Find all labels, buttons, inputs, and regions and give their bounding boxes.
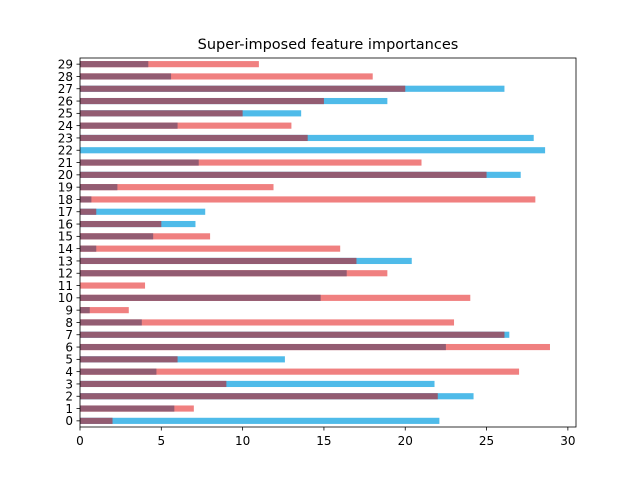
y-tick-label-0: 0: [65, 414, 73, 428]
y-tick-label-23: 23: [58, 131, 73, 145]
bar-series-2-feature-2: [80, 393, 438, 400]
bar-series-2-feature-9: [80, 307, 90, 314]
bar-series-2-feature-13: [80, 257, 357, 265]
bar-series-2-feature-8: [80, 319, 142, 326]
x-tick-label-0: 0: [76, 434, 84, 448]
y-tick-label-24: 24: [58, 119, 73, 133]
bar-series-2-feature-25: [80, 110, 243, 117]
bar-series-2-feature-21: [80, 159, 199, 166]
bar-series-1-feature-14: [80, 245, 341, 252]
y-tick-label-3: 3: [65, 377, 73, 391]
y-tick-label-5: 5: [65, 353, 73, 367]
axes-layer: 0 5 10 15 20 25 300123456789101112131415161718…: [58, 57, 577, 448]
y-tick-label-20: 20: [58, 168, 73, 182]
bar-series-2-feature-6: [80, 343, 446, 351]
y-tick-label-19: 19: [58, 180, 73, 194]
bar-series-2-feature-24: [80, 122, 178, 129]
plot-frame: [79, 57, 577, 428]
bar-series-1-feature-29: [80, 61, 259, 68]
y-tick-label-28: 28: [58, 70, 73, 84]
bar-series-2-feature-19: [80, 184, 118, 191]
y-tick-label-27: 27: [58, 82, 73, 96]
bar-series-2-feature-4: [80, 368, 157, 375]
bar-series-1-feature-21: [80, 159, 422, 166]
y-tick-label-26: 26: [58, 94, 73, 108]
x-tick-label-30: 30: [560, 434, 575, 448]
y-tick-label-9: 9: [65, 303, 73, 317]
x-tick-label-25: 25: [479, 434, 494, 448]
y-tick-label-17: 17: [58, 205, 73, 219]
bar-series-0-feature-17: [80, 208, 206, 215]
x-tick-label-20: 20: [398, 434, 413, 448]
bar-series-0-feature-3: [80, 380, 435, 388]
bar-series-2-feature-7: [80, 331, 505, 338]
y-tick-label-22: 22: [58, 144, 73, 158]
bars-layer: [80, 61, 550, 424]
bar-series-1-feature-8: [80, 319, 455, 326]
y-tick-label-12: 12: [58, 267, 73, 281]
bar-series-1-feature-28: [80, 73, 373, 80]
bar-series-1-feature-24: [80, 122, 292, 129]
bar-series-2-feature-12: [80, 270, 347, 277]
y-tick-label-8: 8: [65, 316, 73, 330]
bar-series-2-feature-23: [80, 134, 308, 142]
y-tick-label-2: 2: [65, 390, 73, 404]
bar-series-2-feature-27: [80, 85, 406, 92]
chart-title: Super-imposed feature importances: [198, 37, 459, 53]
bar-series-1-feature-11: [80, 282, 146, 289]
bar-series-1-feature-19: [80, 184, 274, 191]
y-tick-label-14: 14: [58, 242, 73, 256]
x-tick-label-5: 5: [157, 434, 165, 448]
y-tick-label-10: 10: [58, 291, 73, 305]
y-tick-label-7: 7: [65, 328, 73, 342]
y-tick-label-13: 13: [58, 254, 73, 268]
y-tick-label-6: 6: [65, 340, 73, 354]
bar-series-2-feature-1: [80, 405, 175, 412]
bar-series-1-feature-4: [80, 368, 520, 375]
y-tick-label-15: 15: [58, 230, 73, 244]
bar-series-0-feature-22: [80, 147, 546, 154]
bar-series-2-feature-26: [80, 97, 324, 105]
bar-series-2-feature-3: [80, 380, 227, 388]
bar-series-2-feature-14: [80, 245, 97, 252]
bar-series-1-feature-9: [80, 307, 129, 314]
y-tick-label-25: 25: [58, 107, 73, 121]
bar-series-2-feature-28: [80, 73, 172, 80]
y-tick-label-18: 18: [58, 193, 73, 207]
bar-series-2-feature-10: [80, 294, 321, 301]
bar-series-1-feature-18: [80, 196, 536, 203]
bar-series-2-feature-20: [80, 171, 487, 178]
y-tick-label-21: 21: [58, 156, 73, 170]
bar-series-2-feature-18: [80, 196, 92, 203]
y-tick-label-29: 29: [58, 57, 73, 71]
bar-series-2-feature-29: [80, 61, 149, 68]
y-tick-label-1: 1: [65, 402, 73, 416]
bar-series-2-feature-15: [80, 233, 154, 240]
y-tick-label-4: 4: [65, 365, 73, 379]
y-tick-label-11: 11: [58, 279, 73, 293]
x-tick-label-15: 15: [316, 434, 331, 448]
bar-series-2-feature-5: [80, 356, 178, 363]
bar-series-0-feature-0: [80, 417, 440, 424]
bar-series-2-feature-0: [80, 417, 113, 424]
bar-series-0-feature-5: [80, 356, 285, 363]
bar-series-2-feature-17: [80, 208, 97, 215]
bar-series-2-feature-16: [80, 220, 162, 228]
y-tick-label-16: 16: [58, 217, 73, 231]
x-tick-label-10: 10: [235, 434, 250, 448]
